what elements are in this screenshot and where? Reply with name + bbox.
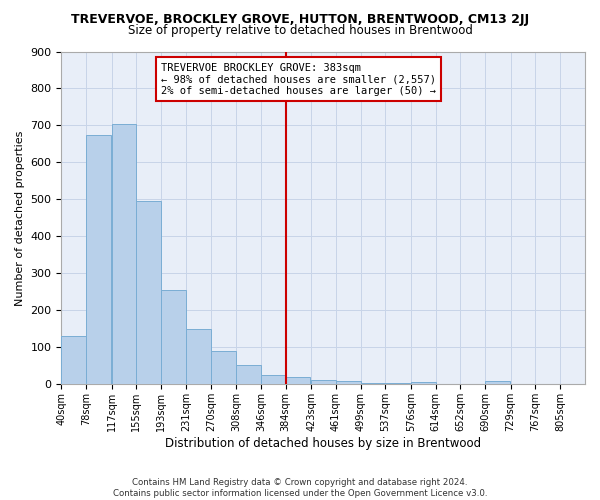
Text: Size of property relative to detached houses in Brentwood: Size of property relative to detached ho… xyxy=(128,24,472,37)
Bar xyxy=(311,380,336,384)
Bar xyxy=(361,382,385,384)
Bar xyxy=(261,375,286,384)
Text: TREVERVOE, BROCKLEY GROVE, HUTTON, BRENTWOOD, CM13 2JJ: TREVERVOE, BROCKLEY GROVE, HUTTON, BRENT… xyxy=(71,12,529,26)
Bar xyxy=(286,377,310,384)
Y-axis label: Number of detached properties: Number of detached properties xyxy=(15,130,25,306)
Bar xyxy=(211,351,236,384)
Bar xyxy=(136,202,161,384)
Bar xyxy=(236,365,261,384)
Bar xyxy=(112,124,136,384)
Bar xyxy=(186,329,211,384)
X-axis label: Distribution of detached houses by size in Brentwood: Distribution of detached houses by size … xyxy=(165,437,481,450)
Bar xyxy=(336,382,361,384)
Bar xyxy=(86,134,111,384)
Bar xyxy=(485,382,510,384)
Bar xyxy=(61,336,86,384)
Bar xyxy=(161,290,186,384)
Bar xyxy=(411,382,436,384)
Text: Contains HM Land Registry data © Crown copyright and database right 2024.
Contai: Contains HM Land Registry data © Crown c… xyxy=(113,478,487,498)
Text: TREVERVOE BROCKLEY GROVE: 383sqm
← 98% of detached houses are smaller (2,557)
2%: TREVERVOE BROCKLEY GROVE: 383sqm ← 98% o… xyxy=(161,62,436,96)
